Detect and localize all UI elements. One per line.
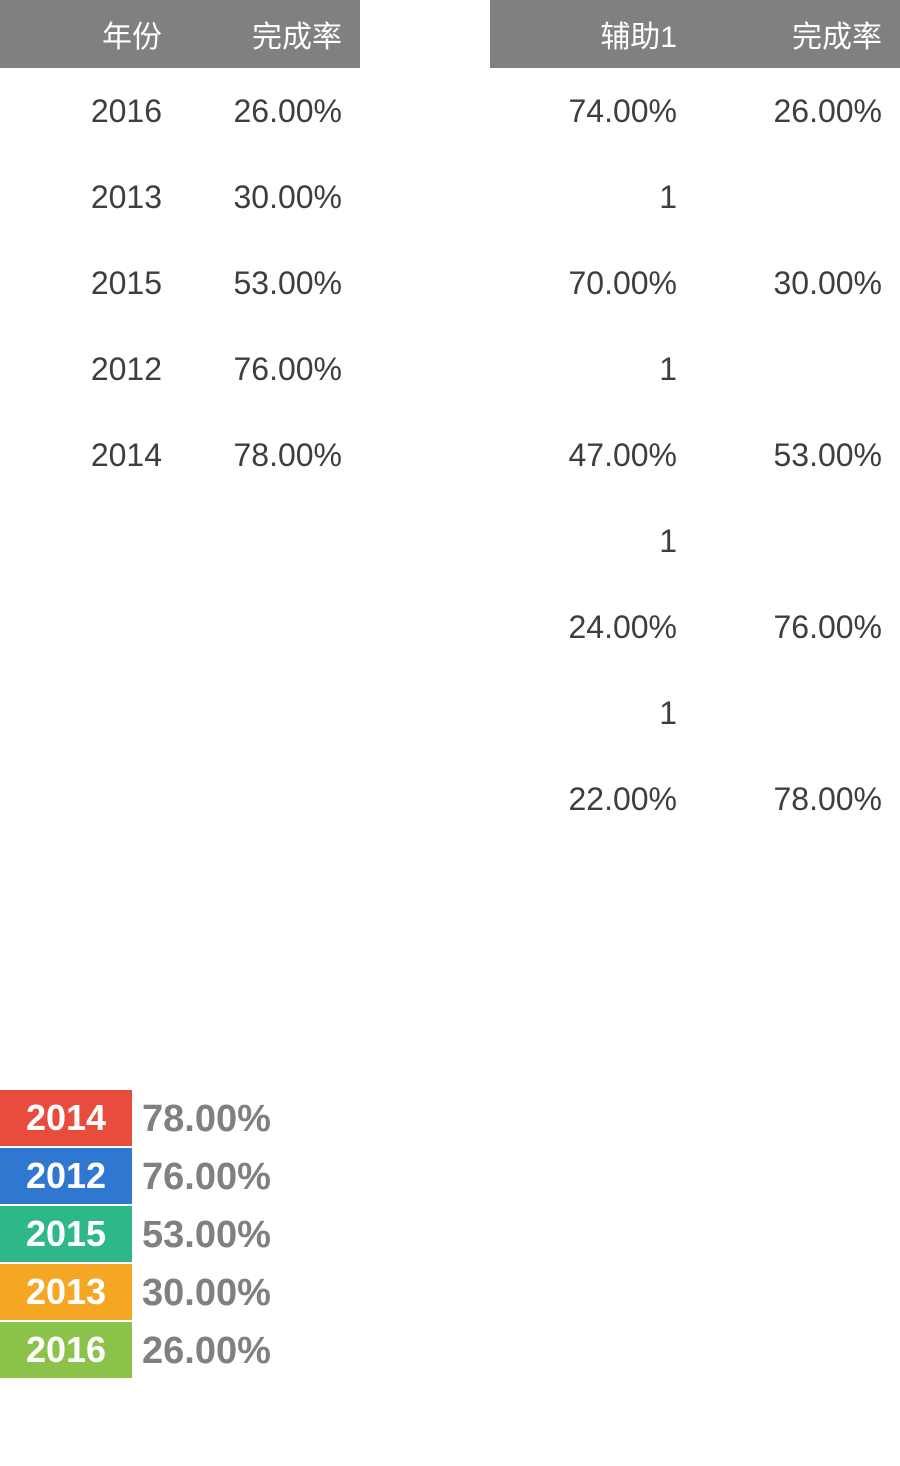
- table-row: 2012 76.00%: [0, 326, 360, 412]
- cell-rate: 78.00%: [180, 437, 360, 474]
- rank-value: 30.00%: [132, 1272, 271, 1315]
- year-chip: 2013: [0, 1264, 132, 1320]
- table-row: 1: [490, 154, 900, 240]
- rank-value: 78.00%: [132, 1098, 271, 1141]
- cell-rate: 26.00%: [695, 93, 900, 130]
- cell-aux: 70.00%: [490, 265, 695, 302]
- left-table-header: 年份 完成率: [0, 0, 360, 68]
- left-table: 年份 完成率 2016 26.00% 2013 30.00% 2015 53.0…: [0, 0, 360, 842]
- rank-value: 53.00%: [132, 1214, 271, 1257]
- cell-rate: 78.00%: [695, 781, 900, 818]
- right-header-aux: 辅助1: [490, 12, 695, 56]
- left-header-rate: 完成率: [180, 12, 360, 56]
- cell-aux: 24.00%: [490, 609, 695, 646]
- table-row: 74.00% 26.00%: [490, 68, 900, 154]
- ranked-list: 2014 78.00% 2012 76.00% 2015 53.00% 2013…: [0, 1090, 271, 1380]
- cell-rate: 30.00%: [695, 265, 900, 302]
- cell-rate: 76.00%: [695, 609, 900, 646]
- cell-aux: 74.00%: [490, 93, 695, 130]
- cell-aux: 1: [490, 351, 695, 388]
- table-row: 2014 78.00%: [0, 412, 360, 498]
- top-tables: 年份 完成率 2016 26.00% 2013 30.00% 2015 53.0…: [0, 0, 900, 842]
- cell-rate: 53.00%: [180, 265, 360, 302]
- year-chip: 2012: [0, 1148, 132, 1204]
- right-table: 辅助1 完成率 74.00% 26.00% 1 70.00% 30.00% 1 …: [490, 0, 900, 842]
- table-row: 22.00% 78.00%: [490, 756, 900, 842]
- rank-value: 26.00%: [132, 1330, 271, 1373]
- ranked-row: 2014 78.00%: [0, 1090, 271, 1148]
- table-row: 24.00% 76.00%: [490, 584, 900, 670]
- ranked-row: 2013 30.00%: [0, 1264, 271, 1322]
- cell-aux: 1: [490, 695, 695, 732]
- table-row: 70.00% 30.00%: [490, 240, 900, 326]
- year-chip: 2014: [0, 1090, 132, 1146]
- cell-rate: 26.00%: [180, 93, 360, 130]
- cell-aux: 47.00%: [490, 437, 695, 474]
- cell-rate: 30.00%: [180, 179, 360, 216]
- right-table-header: 辅助1 完成率: [490, 0, 900, 68]
- cell-year: 2014: [0, 437, 180, 474]
- cell-rate: 76.00%: [180, 351, 360, 388]
- year-chip: 2015: [0, 1206, 132, 1262]
- table-row: 1: [490, 498, 900, 584]
- table-row: 2013 30.00%: [0, 154, 360, 240]
- cell-year: 2016: [0, 93, 180, 130]
- cell-rate: 53.00%: [695, 437, 900, 474]
- table-row: 2016 26.00%: [0, 68, 360, 154]
- rank-value: 76.00%: [132, 1156, 271, 1199]
- cell-aux: 1: [490, 179, 695, 216]
- ranked-row: 2016 26.00%: [0, 1322, 271, 1380]
- cell-year: 2012: [0, 351, 180, 388]
- right-header-rate: 完成率: [695, 12, 900, 56]
- table-row: 1: [490, 670, 900, 756]
- cell-aux: 1: [490, 523, 695, 560]
- table-row: 2015 53.00%: [0, 240, 360, 326]
- year-chip: 2016: [0, 1322, 132, 1378]
- cell-year: 2015: [0, 265, 180, 302]
- table-row: 1: [490, 326, 900, 412]
- table-row: 47.00% 53.00%: [490, 412, 900, 498]
- ranked-row: 2012 76.00%: [0, 1148, 271, 1206]
- ranked-row: 2015 53.00%: [0, 1206, 271, 1264]
- cell-year: 2013: [0, 179, 180, 216]
- left-header-year: 年份: [0, 12, 180, 56]
- cell-aux: 22.00%: [490, 781, 695, 818]
